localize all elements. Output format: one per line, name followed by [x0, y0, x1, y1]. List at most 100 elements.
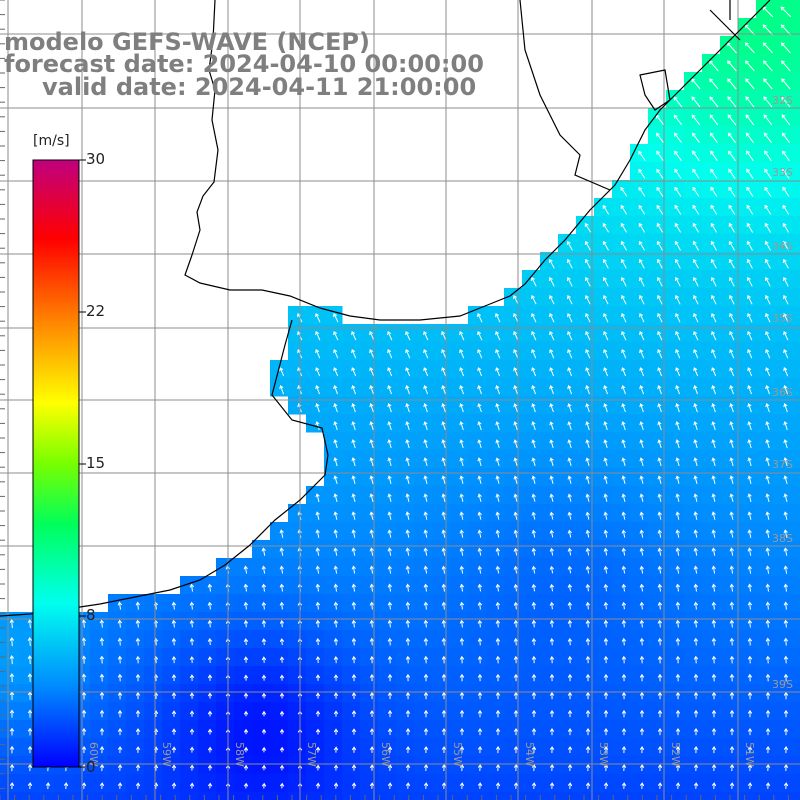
wind-arrow — [692, 258, 699, 269]
wind-arrow — [423, 709, 429, 718]
wind-speed-cell — [738, 450, 757, 469]
wind-speed-cell — [720, 720, 739, 739]
wind-arrow — [279, 619, 285, 628]
coastline — [184, 0, 771, 321]
wind-speed-cell — [468, 648, 487, 667]
wind-speed-cell — [486, 666, 505, 685]
wind-speed-cell — [180, 648, 199, 667]
wind-arrow — [584, 258, 591, 269]
wind-arrow — [423, 475, 428, 485]
wind-arrow — [675, 709, 681, 718]
wind-arrow — [531, 655, 537, 664]
wind-speed-cell — [252, 666, 271, 685]
wind-arrow — [531, 601, 537, 610]
wind-arrow — [621, 421, 626, 431]
wind-speed-cell — [684, 432, 703, 451]
wind-speed-cell — [504, 504, 523, 523]
wind-arrow — [585, 330, 591, 341]
wind-arrow — [639, 421, 644, 431]
wind-arrow — [369, 403, 374, 413]
wind-arrow — [711, 367, 717, 377]
wind-arrow — [315, 692, 321, 699]
wind-arrow — [711, 655, 717, 664]
wind-speed-cell — [792, 108, 800, 127]
wind-speed-cell — [18, 702, 37, 721]
wind-speed-cell — [648, 576, 667, 595]
wind-speed-cell — [684, 792, 703, 800]
wind-arrow — [638, 240, 645, 251]
wind-speed-cell — [666, 360, 685, 379]
wind-speed-cell — [540, 774, 559, 793]
wind-arrow — [603, 547, 608, 556]
wind-arrow — [746, 150, 754, 162]
wind-arrow — [531, 619, 537, 628]
wind-speed-cell — [558, 396, 577, 415]
wind-speed-cell — [648, 324, 667, 343]
wind-arrow — [711, 313, 717, 323]
wind-arrow — [315, 511, 320, 520]
wind-arrow — [711, 348, 717, 359]
wind-arrow — [763, 114, 773, 126]
wind-speed-cell — [234, 666, 253, 685]
wind-speed-cell — [612, 396, 631, 415]
wind-arrow — [243, 601, 249, 610]
wind-speed-cell — [0, 684, 19, 703]
wind-arrow — [9, 618, 14, 629]
wind-arrow — [351, 673, 357, 682]
wind-arrow — [333, 655, 339, 664]
wind-speed-cell — [666, 630, 685, 649]
wind-speed-cell — [774, 612, 793, 631]
wind-speed-cell — [414, 684, 433, 703]
wind-speed-cell — [720, 432, 739, 451]
wind-arrow — [746, 258, 753, 269]
wind-speed-cell — [342, 684, 361, 703]
wind-arrow — [765, 385, 770, 395]
wind-arrow — [638, 258, 645, 269]
wind-arrow — [459, 745, 465, 754]
wind-speed-cell — [468, 702, 487, 721]
wind-arrow — [117, 655, 123, 664]
wind-arrow — [747, 583, 752, 592]
wind-arrow — [585, 565, 591, 574]
wind-arrow — [513, 439, 518, 449]
wind-arrow — [747, 511, 752, 520]
wind-speed-cell — [396, 648, 415, 667]
wind-speed-cell — [450, 324, 469, 343]
wind-speed-cell — [324, 504, 343, 523]
wind-speed-cell — [720, 558, 739, 577]
wind-speed-cell — [756, 126, 775, 145]
wind-speed-cell — [396, 522, 415, 541]
wind-speed-cell — [648, 594, 667, 613]
wind-speed-cell — [558, 720, 577, 739]
wind-arrow — [674, 222, 682, 233]
wind-speed-cell — [198, 738, 217, 757]
wind-arrow — [459, 709, 465, 718]
wind-arrow — [459, 583, 465, 592]
wind-arrow — [477, 565, 482, 574]
wind-speed-cell — [450, 540, 469, 559]
wind-arrow — [441, 330, 447, 341]
wind-speed-cell — [396, 738, 415, 757]
wind-arrow — [693, 475, 698, 485]
wind-arrow — [549, 348, 555, 359]
wind-arrow — [728, 168, 736, 179]
wind-speed-cell — [324, 756, 343, 775]
wind-speed-cell — [792, 180, 800, 199]
wind-arrow — [585, 348, 591, 359]
wind-arrow — [711, 764, 717, 772]
wind-arrow — [549, 601, 555, 610]
wind-arrow — [549, 655, 555, 664]
wind-speed-cell — [540, 486, 559, 505]
wind-arrow — [747, 421, 752, 431]
wind-speed-cell — [576, 666, 595, 685]
wind-speed-cell — [342, 468, 361, 487]
wind-arrow — [728, 258, 735, 269]
wind-arrow — [315, 547, 320, 556]
wind-speed-cell — [414, 540, 433, 559]
lat-label: 33S — [772, 166, 793, 179]
wind-speed-cell — [540, 306, 559, 325]
wind-arrow — [747, 745, 753, 754]
wind-speed-cell — [504, 540, 523, 559]
wind-speed-cell — [720, 486, 739, 505]
